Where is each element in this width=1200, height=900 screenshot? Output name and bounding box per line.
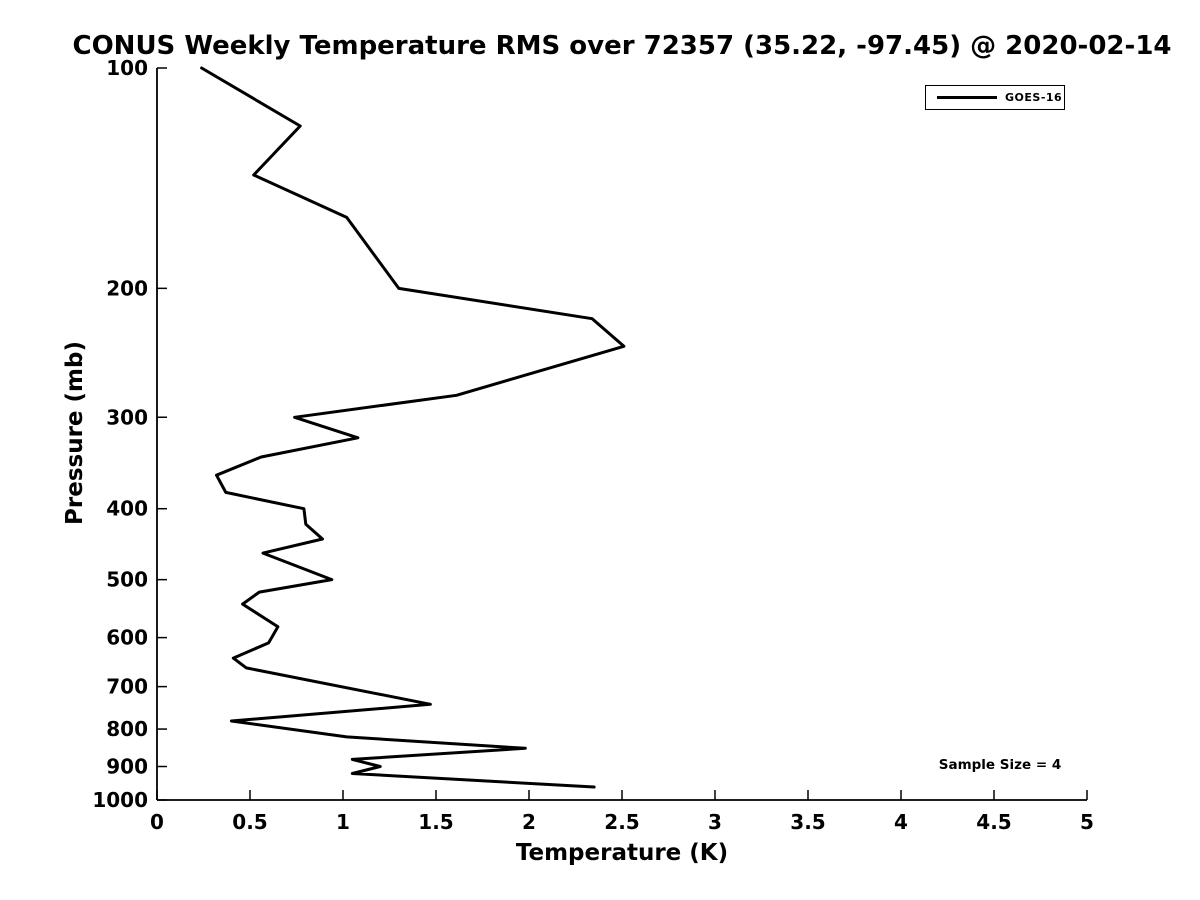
x-tick-label: 1.5 [418,810,453,834]
goes-16-line-sample [937,96,997,99]
x-tick-label: 5 [1080,810,1094,834]
sample-size-annotation: Sample Size = 4 [938,757,1062,773]
x-tick-label: 0 [150,810,164,834]
x-tick-label: 4.5 [976,810,1011,834]
y-tick-label: 900 [106,755,148,779]
chart-title: CONUS Weekly Temperature RMS over 72357 … [72,31,1172,61]
series-line-goes-16 [200,66,626,789]
y-tick-label: 600 [106,626,148,650]
x-tick-label: 2 [522,810,536,834]
x-axis-label: Temperature (K) [515,840,729,866]
x-tick-label: 1 [336,810,350,834]
x-tick-label: 2.5 [604,810,639,834]
y-tick-label: 400 [106,497,148,521]
x-tick-label: 3.5 [790,810,825,834]
y-tick-label: 300 [106,405,148,429]
y-tick-label: 100 [106,56,148,80]
y-tick-label: 700 [106,675,148,699]
y-tick-label: 500 [106,568,148,592]
y-tick-label: 200 [106,276,148,300]
x-tick-label: 4 [894,810,908,834]
legend: GOES-16 [925,85,1065,110]
legend-label: GOES-16 [1005,91,1063,104]
x-tick-label: 3 [708,810,722,834]
y-tick-label: 800 [106,717,148,741]
y-tick-label: 1000 [92,788,148,812]
x-tick-label: 0.5 [232,810,267,834]
